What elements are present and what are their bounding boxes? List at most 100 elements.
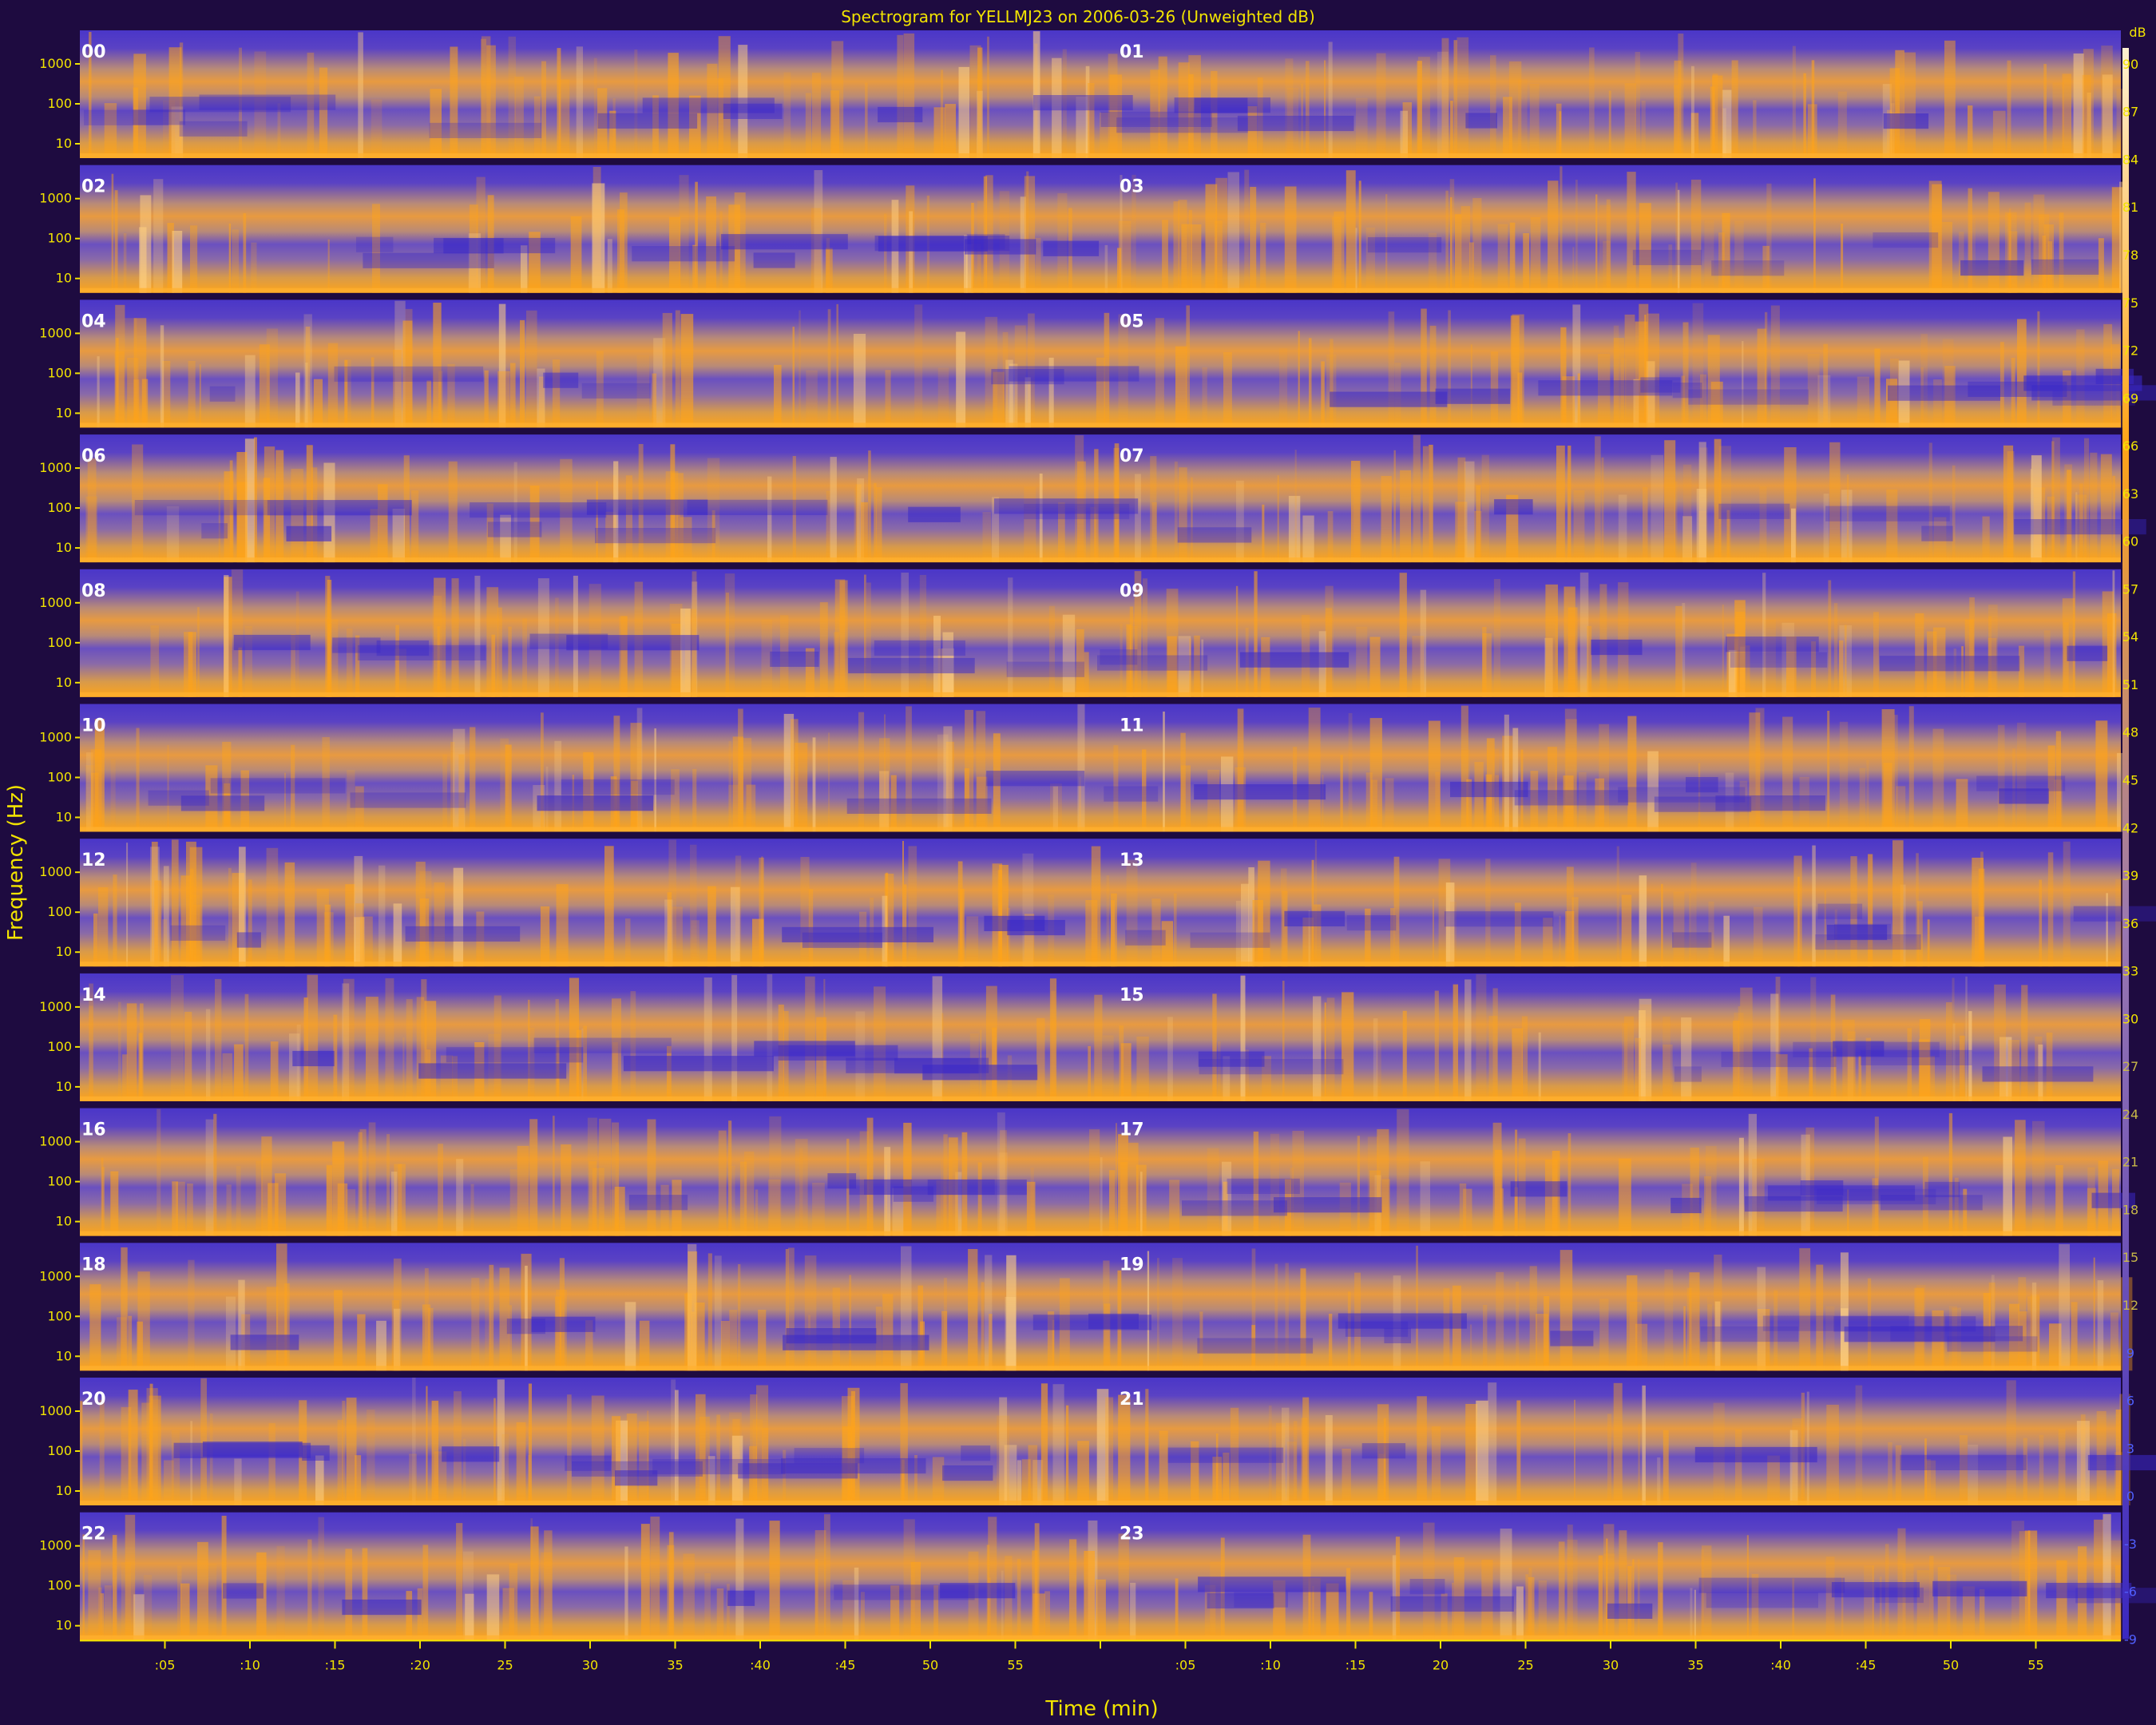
- spectrogram-streak: [2019, 645, 2025, 697]
- spectrogram-streak: [1698, 442, 1706, 563]
- spectrogram-patch: [1815, 934, 1921, 950]
- spectrogram-patch: [1632, 249, 1702, 265]
- spectrogram-patch: [940, 1583, 1016, 1599]
- spectrogram-streak: [1803, 73, 1806, 158]
- spectrogram-streak: [244, 625, 252, 697]
- spectrogram-patch: [233, 634, 311, 651]
- freq-tick-label: 10: [56, 1618, 72, 1633]
- freq-tick-label: 10: [56, 944, 72, 959]
- spectrogram-streak: [171, 106, 184, 158]
- spectrogram-streak: [997, 1415, 1010, 1505]
- spectrogram-streak: [1244, 1049, 1249, 1101]
- spectrogram-streak: [2033, 194, 2045, 293]
- spectrogram-streak: [476, 911, 485, 967]
- spectrogram-streak: [1151, 502, 1157, 563]
- spectrogram-streak: [671, 906, 683, 967]
- spectrogram-patch: [334, 366, 484, 382]
- spectrogram-streak: [917, 1285, 923, 1371]
- spectrogram-streak: [846, 1138, 850, 1236]
- spectrogram-streak: [393, 350, 402, 428]
- spectrogram-streak: [1078, 776, 1081, 832]
- spectrogram-streak: [1113, 745, 1119, 832]
- spectrogram-streak: [1681, 375, 1685, 428]
- spectrogram-streak: [514, 77, 524, 158]
- spectrogram-streak: [831, 41, 844, 159]
- spectrogram-streak: [1481, 454, 1489, 563]
- spectrogram-streak: [111, 173, 114, 293]
- spectrogram-streak: [277, 103, 281, 158]
- spectrogram-streak: [1689, 1272, 1700, 1371]
- spectrogram-streak: [1598, 1555, 1603, 1640]
- spectrogram-streak: [1250, 187, 1257, 293]
- spectrogram-streak: [1434, 990, 1439, 1101]
- spectrogram-streak: [537, 368, 545, 428]
- spectrogram-streak: [82, 1534, 85, 1640]
- spectrogram-streak: [104, 103, 117, 158]
- spectrogram-streak: [696, 1394, 706, 1505]
- spectrogram-patch: [1239, 652, 1349, 668]
- spectrogram-streak: [168, 47, 182, 159]
- spectrogram-streak: [516, 1422, 526, 1505]
- spectrogram-streak: [884, 213, 887, 293]
- spectrogram-streak: [1332, 216, 1342, 293]
- spectrogram-streak: [1247, 106, 1258, 158]
- spectrogram-patch: [356, 236, 394, 252]
- spectrogram-streak: [1118, 1134, 1128, 1236]
- spectrogram-band: [80, 1243, 2121, 1371]
- spectrogram-streak: [1833, 603, 1838, 697]
- spectrogram-streak: [1881, 709, 1895, 832]
- spectrogram-streak: [1416, 1245, 1418, 1371]
- spectrogram-streak: [1355, 97, 1368, 158]
- spectrogram-streak: [806, 370, 818, 428]
- spectrogram-streak: [87, 458, 97, 563]
- spectrogram-streak: [1722, 108, 1726, 158]
- spectrogram-patch: [1194, 97, 1248, 113]
- spectrogram-streak: [1637, 1559, 1640, 1640]
- spectrogram-streak: [1076, 97, 1088, 158]
- spectrogram-patch: [922, 1065, 1038, 1081]
- spectrogram-streak: [1109, 1170, 1116, 1236]
- spectrogram-streak: [1572, 304, 1581, 428]
- spectrogram-streak: [993, 733, 1001, 832]
- spectrogram-streak: [139, 227, 147, 293]
- spectrogram-streak: [1284, 186, 1297, 293]
- spectrogram-patch: [1640, 377, 1681, 393]
- spectrogram-streak: [132, 444, 144, 563]
- spectrogram-streak: [903, 884, 907, 967]
- spectrogram-streak: [1738, 1006, 1741, 1101]
- spectrogram-streak: [465, 1593, 474, 1640]
- spectrogram-streak: [1797, 876, 1800, 967]
- spectrogram-streak: [1639, 203, 1651, 293]
- spectrogram-streak: [1892, 840, 1904, 967]
- colorbar-tick-label: 51: [2122, 677, 2138, 692]
- spectrogram-patch: [1284, 910, 1346, 926]
- spectrogram-streak: [458, 754, 465, 832]
- spectrogram-streak: [1774, 1290, 1778, 1371]
- spectrogram-streak: [738, 708, 743, 832]
- spectrogram-streak: [672, 1180, 682, 1236]
- spectrogram-streak: [1563, 586, 1575, 697]
- spectrogram-streak: [1493, 579, 1500, 697]
- spectrogram-streak: [1044, 1591, 1050, 1640]
- spectrogram-streak: [1175, 346, 1187, 428]
- spectrogram-streak: [453, 728, 466, 832]
- spectrogram-patch: [209, 386, 236, 402]
- spectrogram-streak: [1691, 65, 1694, 158]
- spectrogram-streak: [89, 1284, 101, 1371]
- spectrogram-streak: [945, 104, 956, 158]
- spectrogram-streak: [2090, 452, 2098, 563]
- spectrogram-streak: [289, 1033, 300, 1101]
- spectrogram-patch: [1881, 1195, 1983, 1211]
- spectrogram-streak: [525, 1265, 528, 1371]
- spectrogram-streak: [1106, 874, 1110, 967]
- spectrogram-patch: [533, 1037, 672, 1053]
- spectrogram-streak: [707, 63, 718, 158]
- spectrogram-streak: [143, 1575, 153, 1640]
- spectrogram-patch: [1345, 1321, 1409, 1337]
- spectrogram-streak: [1326, 1583, 1339, 1640]
- spectrogram-streak: [1308, 910, 1310, 967]
- spectrogram-streak: [1202, 367, 1207, 428]
- spectrogram-streak: [1879, 1576, 1882, 1640]
- spectrogram-streak: [1431, 1426, 1441, 1505]
